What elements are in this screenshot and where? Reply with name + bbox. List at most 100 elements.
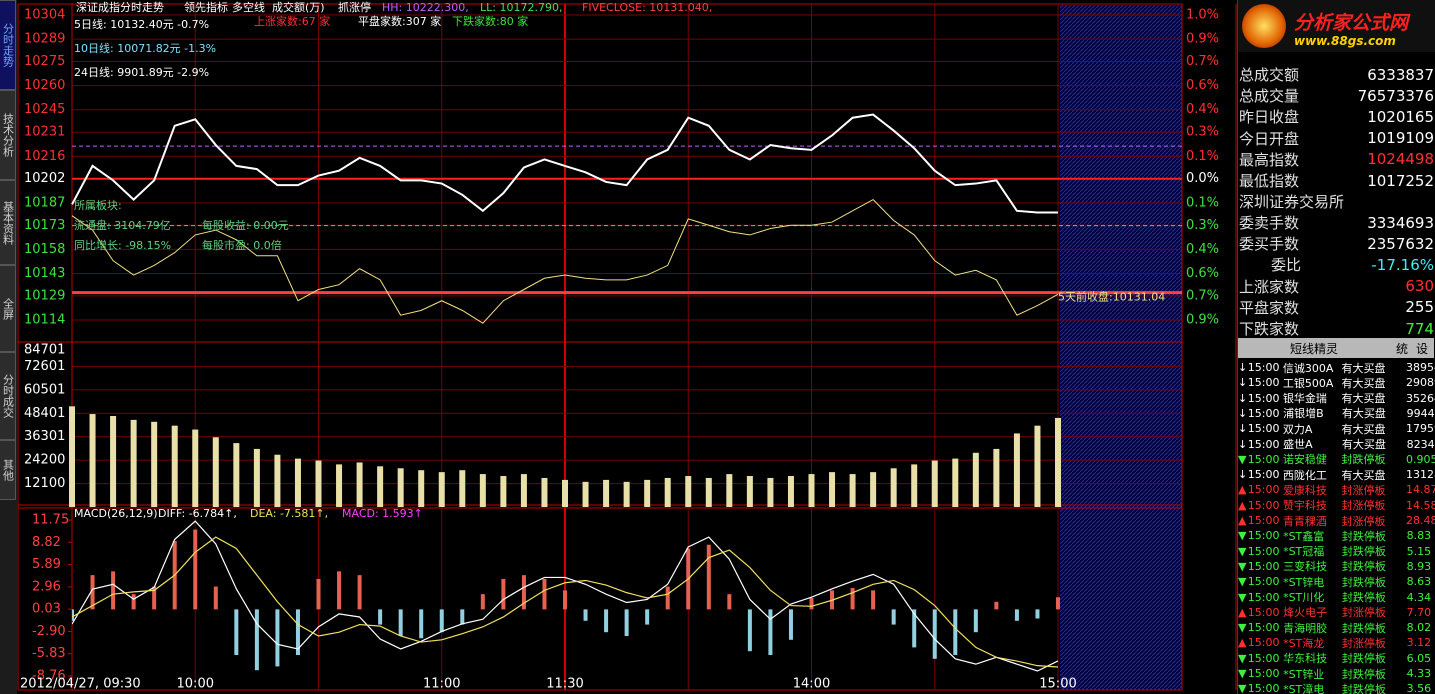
sprite-cell: 银华金瑞 — [1282, 392, 1327, 406]
volume-bar — [130, 419, 137, 507]
tab[interactable]: 分时成交 — [0, 352, 16, 440]
tab[interactable]: 其他 — [0, 440, 16, 500]
quote-value: 2357632 — [1367, 234, 1434, 253]
sprite-row: ▼ 15:00 *ST冠福 封跌停板 5.15 — [1238, 544, 1435, 559]
sprite-cell: 4.34 — [1406, 590, 1432, 604]
macd-bar — [850, 588, 855, 610]
sprite-cell: 封跌停板 — [1341, 667, 1386, 681]
menu: 抓涨停 — [338, 0, 371, 14]
sprite-button[interactable]: 设 — [1416, 341, 1429, 356]
macd-header: MACD(26,12,9) — [74, 507, 158, 520]
sprite-cell: ▼ — [1238, 590, 1247, 604]
pct-tick-label: 0.6% — [1186, 266, 1219, 281]
sprite-cell: 诺安稳健 — [1282, 453, 1327, 467]
y-tick-label: 36301 — [24, 429, 65, 444]
sprite-row: ↓ 15:00 盛世A 有大买盘 8234 — [1238, 437, 1435, 452]
info-label: 所属板块: — [74, 198, 122, 212]
volume-bar — [726, 474, 733, 507]
quote-value: 774 — [1405, 319, 1434, 338]
quote-panel: 分析家公式网 www.88gs.com 总成交额 6333837 总成交量 76573… — [1237, 0, 1435, 694]
sprite-cell: 封跌停板 — [1341, 682, 1386, 694]
macd-bar — [316, 578, 321, 610]
macd-bar — [624, 609, 629, 636]
sprite-cell: 15:00 — [1247, 406, 1280, 420]
sprite-row: ▼ 15:00 华东科技 封跌停板 6.05 — [1238, 651, 1435, 666]
y-tick-label: -2.90 — [32, 624, 66, 639]
volume-bar — [1013, 433, 1020, 507]
macd-bar — [727, 594, 732, 610]
sprite-cell: 8.93 — [1406, 559, 1432, 573]
pct-tick-label: 0.0% — [1186, 171, 1219, 186]
time-label: 2012/04/27, 09:30 — [20, 677, 141, 692]
breadth-label: 下跌家数:80 家 — [452, 14, 528, 28]
macd-bar — [665, 586, 670, 610]
sprite-cell: *ST锌电 — [1283, 575, 1325, 589]
sprite-cell: ▲ — [1238, 483, 1247, 497]
volume-bar — [664, 477, 671, 507]
quote-row: 最高指数 1024498 — [1238, 149, 1434, 170]
sprite-cell: 盛世A — [1283, 438, 1313, 451]
macd-bar — [994, 601, 999, 610]
hh-label: HH: 10222.300, — [382, 1, 469, 14]
y-tick-label: 12100 — [24, 476, 65, 491]
sprite-button[interactable]: 统 — [1396, 341, 1409, 356]
quote-value: 630 — [1405, 277, 1434, 296]
macd-bar — [398, 609, 403, 636]
menu: 领先指标 — [184, 0, 228, 14]
sprite-cell: 15:00 — [1247, 514, 1280, 527]
sprite-cell: 5.15 — [1406, 544, 1432, 558]
sprite-cell: 双力A — [1282, 422, 1313, 436]
sprite-cell: 8.83 — [1406, 529, 1432, 543]
pct-tick-label: 0.9% — [1186, 313, 1219, 328]
y-tick-label: 10216 — [24, 149, 65, 164]
sprite-cell: 封跌停板 — [1341, 591, 1386, 604]
sprite-cell: ↓ — [1238, 391, 1248, 405]
macd-bar — [912, 609, 917, 648]
macd-bar — [275, 609, 280, 667]
y-tick-label: 10114 — [24, 313, 65, 328]
quote-row: 委卖手数 3334693 — [1238, 212, 1434, 233]
y-tick-label: 84701 — [24, 343, 65, 358]
quote-label: 委卖手数 — [1239, 214, 1300, 232]
tab[interactable]: 全屏 — [0, 265, 16, 352]
y-tick-label: 10173 — [24, 218, 65, 233]
volume-bar — [397, 468, 404, 507]
info-label: 每股收益: 0.00元 — [202, 218, 289, 232]
y-tick-label: 8.82 — [32, 535, 61, 550]
sprite-row: ▲ 15:00 青青稞酒 封涨停板 28.48 — [1238, 513, 1435, 528]
sprite-cell: ▼ — [1238, 529, 1247, 543]
sprite-cell: ▼ — [1238, 544, 1247, 558]
sprite-cell: ↓ — [1238, 437, 1248, 451]
sprite-cell: ▲ — [1238, 514, 1247, 527]
sprite-cell: 13128 — [1406, 468, 1435, 482]
info-label: 同比增长: -98.15% — [74, 238, 171, 252]
sprite-cell: 4.33 — [1406, 667, 1432, 680]
sprite-cell: ▼ — [1238, 559, 1247, 573]
macd-bar — [460, 609, 465, 625]
ma-line-label: 10日线: 10071.82元 -1.3% — [74, 41, 216, 55]
macd-bar — [1056, 597, 1060, 610]
y-tick-label: 10275 — [24, 54, 65, 69]
macd-bar — [542, 578, 547, 610]
tab[interactable]: 分时走势 — [0, 0, 16, 90]
volume-bar — [171, 425, 178, 507]
sprite-row: ▲ 15:00 *ST海龙 封涨停板 3.12 — [1238, 635, 1435, 650]
sprite-cell: 0.905 — [1406, 452, 1435, 466]
macd-bar — [501, 578, 506, 610]
volume-bar — [746, 476, 753, 507]
volume-bar — [993, 448, 1000, 507]
volume-bar — [274, 454, 281, 507]
sprite-cell: 封涨停板 — [1341, 499, 1386, 513]
quote-value: 6333837 — [1367, 65, 1434, 84]
macd-header: DIFF: -6.784↑, — [158, 507, 237, 520]
macd-bar — [439, 609, 444, 633]
tab[interactable]: 基本资料 — [0, 180, 16, 265]
sprite-cell: 封涨停板 — [1341, 483, 1386, 497]
quote-label: 下跌家数 — [1239, 320, 1300, 338]
volume-bar — [1055, 417, 1061, 507]
tab[interactable]: 技术分析 — [0, 90, 16, 180]
volume-bar — [336, 464, 343, 507]
volume-bar — [870, 472, 877, 507]
price-line — [71, 198, 1059, 324]
sprite-cell: *ST海龙 — [1283, 636, 1325, 650]
